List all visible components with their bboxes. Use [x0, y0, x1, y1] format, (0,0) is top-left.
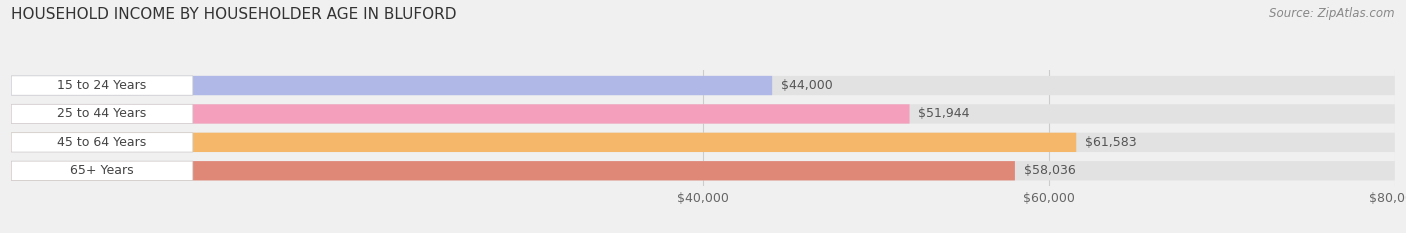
Text: HOUSEHOLD INCOME BY HOUSEHOLDER AGE IN BLUFORD: HOUSEHOLD INCOME BY HOUSEHOLDER AGE IN B… [11, 7, 457, 22]
FancyBboxPatch shape [11, 161, 1015, 180]
FancyBboxPatch shape [11, 76, 772, 95]
FancyBboxPatch shape [11, 104, 1395, 123]
FancyBboxPatch shape [11, 104, 193, 123]
Text: Source: ZipAtlas.com: Source: ZipAtlas.com [1270, 7, 1395, 20]
Text: 25 to 44 Years: 25 to 44 Years [58, 107, 146, 120]
FancyBboxPatch shape [11, 76, 193, 95]
Text: $44,000: $44,000 [780, 79, 832, 92]
FancyBboxPatch shape [11, 133, 193, 152]
Text: $61,583: $61,583 [1085, 136, 1136, 149]
Text: 15 to 24 Years: 15 to 24 Years [58, 79, 146, 92]
FancyBboxPatch shape [11, 161, 193, 180]
FancyBboxPatch shape [11, 76, 1395, 95]
Text: $58,036: $58,036 [1024, 164, 1076, 177]
FancyBboxPatch shape [11, 133, 1395, 152]
FancyBboxPatch shape [11, 161, 1395, 180]
FancyBboxPatch shape [11, 104, 910, 123]
Text: $51,944: $51,944 [918, 107, 970, 120]
Text: 65+ Years: 65+ Years [70, 164, 134, 177]
FancyBboxPatch shape [11, 133, 1076, 152]
Text: 45 to 64 Years: 45 to 64 Years [58, 136, 146, 149]
